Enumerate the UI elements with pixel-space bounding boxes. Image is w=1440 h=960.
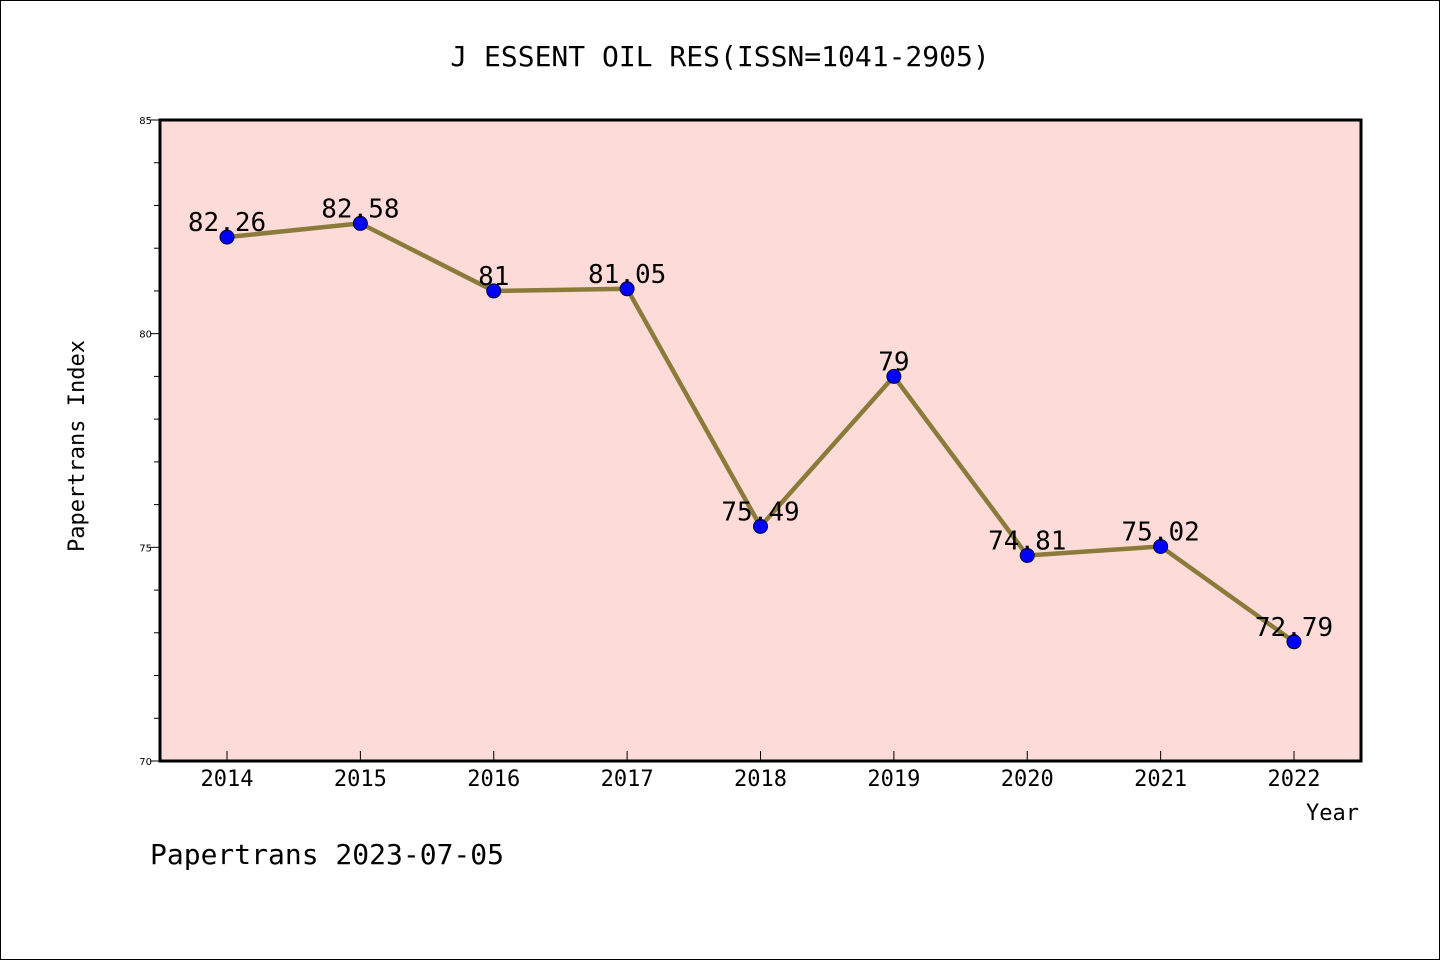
data-point — [1019, 547, 1035, 563]
x-axis-label: Year — [1306, 801, 1359, 826]
x-axis-ticks: 2014 2015 2016 2017 2018 2019 2020 2021 2022 — [201, 751, 1321, 792]
data-label: 82.58 — [321, 194, 399, 224]
data-point — [1153, 538, 1169, 554]
x-tick-label: 2019 — [867, 767, 920, 792]
data-labels: 82.26 82.58 81 81.05 75.49 79 74.81 75.02 72.79 — [188, 194, 1333, 642]
data-point — [219, 229, 235, 245]
data-point — [1286, 634, 1302, 650]
data-markers — [219, 215, 1302, 650]
x-tick-label: 2014 — [201, 767, 254, 792]
y-tick-label: 70 — [139, 757, 152, 768]
data-label: 74.81 — [988, 526, 1066, 556]
data-point — [486, 283, 502, 299]
data-label: 81.05 — [588, 260, 666, 290]
data-label: 75.49 — [721, 497, 799, 527]
data-label: 79 — [878, 347, 909, 377]
y-tick-label: 80 — [139, 330, 152, 341]
plot-border — [158, 118, 1363, 763]
y-axis-ticks: 70 75 80 85 — [139, 116, 160, 768]
x-tick-label: 2021 — [1134, 767, 1187, 792]
data-point — [753, 518, 768, 534]
x-tick-label: 2022 — [1268, 767, 1321, 792]
x-tick-label: 2020 — [1001, 767, 1054, 792]
y-tick-label: 85 — [139, 116, 152, 127]
x-tick-label: 2016 — [467, 767, 520, 792]
chart-title: J ESSENT OIL RES(ISSN=1041-2905) — [450, 40, 989, 73]
y-axis-label: Papertrans Index — [65, 340, 90, 552]
data-label: 72.79 — [1255, 613, 1333, 643]
data-label: 81 — [478, 262, 509, 292]
y-tick-label: 75 — [139, 543, 152, 554]
x-tick-label: 2015 — [334, 767, 387, 792]
footer-text: Papertrans 2023-07-05 — [150, 838, 504, 871]
data-point — [352, 215, 368, 231]
data-point — [886, 368, 902, 384]
data-point — [619, 281, 635, 297]
x-tick-label: 2017 — [601, 767, 654, 792]
data-label: 82.26 — [188, 208, 266, 238]
x-tick-label: 2018 — [734, 767, 787, 792]
data-label: 75.02 — [1121, 517, 1199, 547]
